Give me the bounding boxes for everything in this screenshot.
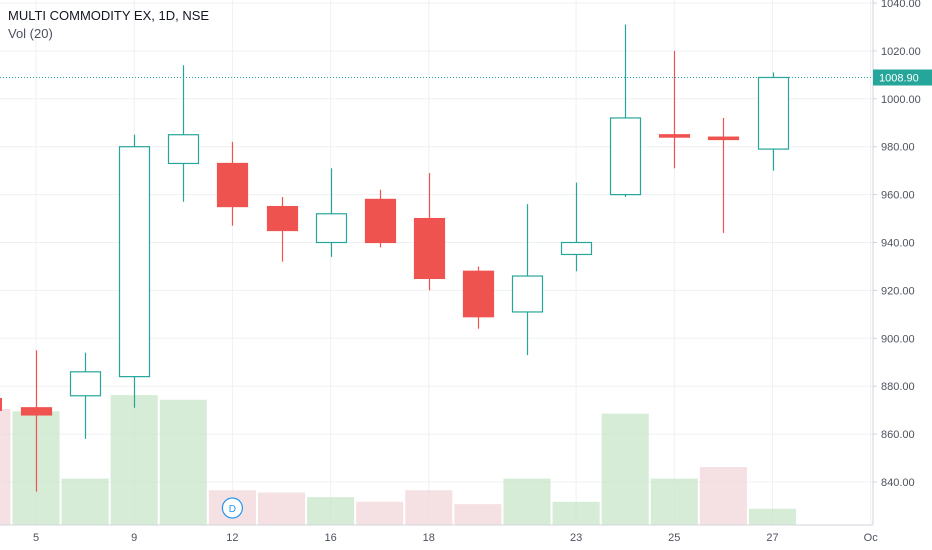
volume-bar [0, 409, 11, 525]
last-price-value: 1008.90 [879, 73, 919, 85]
volume-bar [454, 504, 502, 525]
candle[interactable] [364, 189, 397, 248]
time-tick-label: 25 [668, 532, 680, 544]
candle[interactable] [20, 350, 53, 492]
time-tick-label: 16 [324, 532, 336, 544]
candle[interactable] [511, 204, 544, 356]
price-tick-label: 860.00 [881, 429, 915, 441]
candle[interactable] [757, 72, 790, 171]
candle-body [560, 241, 593, 256]
volume-bar [650, 478, 698, 525]
price-tick-label: 880.00 [881, 381, 915, 393]
time-tick-label: Oc [864, 532, 879, 544]
volume-indicator-label[interactable]: Vol (20) [8, 26, 53, 41]
volume-bar [699, 467, 747, 525]
candle[interactable] [707, 117, 740, 233]
candle-body [658, 134, 691, 138]
candle[interactable] [315, 168, 348, 257]
volume-bar [307, 497, 355, 525]
volume-bar [257, 492, 306, 525]
price-tick-label: 980.00 [881, 142, 915, 154]
volume-bar [61, 478, 109, 525]
event-letter: D [229, 504, 236, 515]
volume-bar [748, 508, 797, 525]
candle-body [266, 205, 299, 232]
event-circle[interactable] [221, 497, 243, 519]
dividend-event-marker[interactable]: D [221, 497, 243, 519]
last-price-tag [873, 69, 932, 86]
price-axis[interactable]: 1040.00 1020.00 1000.00 980.00 960.00 940.00 9… [873, 0, 921, 489]
candle[interactable] [658, 50, 691, 169]
price-tick-label: 960.00 [881, 190, 915, 202]
volume-bar [601, 413, 649, 525]
candle[interactable] [462, 266, 495, 329]
candle-body [462, 270, 495, 318]
candle-body [413, 217, 446, 280]
candle-body [757, 76, 790, 150]
candle[interactable] [560, 182, 593, 272]
candle-body [167, 134, 200, 165]
volume-bar [159, 399, 207, 525]
price-tick-label: 1020.00 [881, 46, 921, 58]
time-tick-label: 18 [423, 532, 435, 544]
candle[interactable] [69, 352, 102, 439]
time-tick-label: 12 [226, 532, 238, 544]
candle-body [69, 371, 102, 397]
candle[interactable] [609, 24, 642, 197]
candle-body [707, 136, 740, 141]
candle-body [20, 407, 53, 416]
candle[interactable] [413, 173, 446, 291]
time-axis[interactable]: 5 9 12 16 18 23 25 27 Oc [33, 532, 878, 544]
candle-body [216, 162, 249, 208]
price-tick-label: 1040.00 [881, 0, 921, 10]
candle[interactable] [118, 134, 151, 408]
symbol-title[interactable]: MULTI COMMODITY EX, 1D, NSE [8, 8, 210, 23]
candle-body [315, 213, 348, 244]
candle-body [118, 146, 151, 378]
candle-body [511, 275, 544, 313]
candle[interactable] [266, 196, 299, 262]
chart-legend: MULTI COMMODITY EX, 1D, NSE Vol (20) [8, 8, 209, 42]
last-price-line: 1008.90 [0, 69, 932, 86]
candle-body [364, 198, 397, 244]
volume-bars [0, 395, 797, 525]
time-tick-label: 23 [570, 532, 582, 544]
price-tick-label: 840.00 [881, 477, 915, 489]
price-tick-label: 940.00 [881, 238, 915, 250]
candle[interactable] [216, 141, 249, 226]
candle[interactable] [167, 65, 200, 202]
price-tick-label: 900.00 [881, 333, 915, 345]
time-tick-label: 5 [33, 532, 39, 544]
time-tick-label: 27 [766, 532, 778, 544]
volume-bar [405, 490, 453, 525]
volume-bar [503, 478, 551, 525]
price-tick-label: 1000.00 [881, 94, 921, 106]
price-tick-label: 920.00 [881, 285, 915, 297]
volume-bar [356, 501, 404, 525]
volume-bar [552, 501, 600, 525]
volume-bar [110, 395, 158, 525]
time-tick-label: 9 [131, 532, 137, 544]
candles [0, 24, 790, 492]
candle-body [609, 117, 642, 196]
offscreen-candle-body [0, 398, 2, 411]
